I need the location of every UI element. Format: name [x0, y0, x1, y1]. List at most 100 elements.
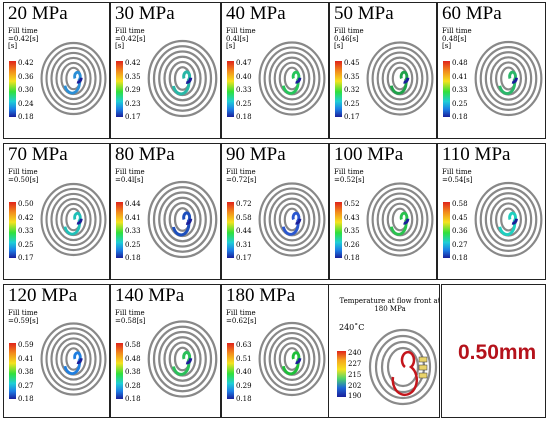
colorbar-tick: 0.50 [18, 200, 34, 208]
temperature-title: Temperature at flow front at 180 MPa [339, 297, 440, 313]
simulation-panel: 120 MPa Fill time =0.59[s] 0.59 0.41 0.38 0.2… [3, 284, 110, 418]
colorbar-tick: 0.25 [236, 99, 252, 108]
colorbar-tick: 0.18 [452, 254, 468, 262]
panel-title: 20 MPa [8, 3, 68, 24]
fill-time-label: Fill time =0.58[s] [115, 309, 146, 325]
colorbar-tick: 0.38 [125, 368, 141, 376]
colorbar-tick: 0.18 [18, 113, 34, 121]
colorbar-tick: 0.18 [236, 113, 252, 121]
simulation-panel: 110 MPa Fill time =0.54[s] 0.58 0.45 0.36 0.2… [437, 143, 546, 280]
colorbar-tick: 0.41 [125, 213, 141, 222]
temperature-tick: 227 [348, 360, 362, 368]
fill-time-label: Fill time =0.54[s] [442, 168, 473, 184]
colorbar [116, 202, 123, 258]
colorbar-tick: 0.18 [125, 395, 141, 403]
colorbar-tick: 0.36 [18, 72, 34, 81]
colorbar-tick: 0.18 [452, 113, 468, 121]
colorbar-tick: 0.42 [18, 59, 34, 67]
colorbar-tick: 0.25 [18, 240, 34, 249]
temperature-tick: 202 [348, 382, 362, 390]
colorbar [227, 202, 234, 258]
fill-time-label: Fill time =0.62[s] [226, 309, 257, 325]
temperature-tick: 190 [348, 392, 362, 400]
colorbar-tick: 0.28 [125, 381, 141, 390]
temperature-tick: 215 [348, 371, 362, 379]
panel-title: 140 MPa [115, 285, 185, 306]
colorbar-tick: 0.17 [18, 254, 34, 262]
simulation-panel: 180 MPa Fill time =0.62[s] 0.63 0.51 0.40 0.2… [221, 284, 329, 418]
colorbar-tick: 0.40 [236, 72, 252, 81]
colorbar [9, 343, 16, 399]
colorbar-tick: 0.33 [452, 86, 468, 94]
colorbar-tick: 0.58 [125, 341, 141, 349]
colorbar-tick: 0.35 [344, 227, 360, 235]
temperature-colorbar [337, 351, 346, 397]
panel-title: 70 MPa [8, 144, 68, 165]
scale-panel: 0.50mm [441, 284, 546, 418]
colorbar-tick: 0.47 [236, 59, 252, 67]
panel-title: 80 MPa [115, 144, 175, 165]
colorbar-tick: 0.27 [18, 381, 34, 390]
colorbar-tick: 0.27 [452, 240, 468, 249]
colorbar-tick: 0.40 [236, 368, 252, 376]
colorbar-tick: 0.33 [236, 86, 252, 94]
colorbar-tick: 0.36 [452, 227, 468, 235]
temperature-panel: Temperature at flow front at 180 MPa 240… [328, 284, 440, 418]
simulation-panel: 50 MPa Fill time 0.46[s] [s] 0.45 0.35 0.32 0… [329, 2, 437, 139]
colorbar-tick: 0.32 [344, 86, 360, 94]
colorbar [443, 61, 450, 117]
simulation-panel: 30 MPa Fill time =0.42[s] [s] 0.42 0.35 0.29… [110, 2, 221, 139]
temperature-tick: 240 [348, 349, 362, 357]
fill-time-label: Fill time =0.42[s] [s] [115, 27, 146, 50]
colorbar-tick: 0.17 [125, 113, 141, 121]
colorbar-tick: 0.44 [125, 200, 141, 208]
spiral-part [258, 41, 326, 116]
colorbar-tick: 0.18 [344, 254, 360, 262]
colorbar [335, 202, 342, 258]
colorbar-tick: 0.48 [452, 59, 468, 67]
spiral-part [258, 182, 326, 257]
panel-title: 100 MPa [334, 144, 404, 165]
colorbar-tick: 0.45 [452, 213, 468, 222]
fill-time-label: Fill time 0.46[s] [s] [334, 27, 364, 50]
colorbar [227, 61, 234, 117]
panel-title: 110 MPa [442, 144, 511, 165]
spiral-part [366, 41, 434, 116]
colorbar-tick: 0.35 [125, 72, 141, 81]
colorbar-tick: 0.42 [125, 59, 141, 67]
panel-title: 50 MPa [334, 3, 394, 24]
colorbar-tick: 0.59 [18, 341, 34, 349]
spiral-part [147, 180, 218, 259]
colorbar [116, 61, 123, 117]
colorbar-tick: 0.58 [452, 200, 468, 208]
colorbar-tick: 0.26 [344, 240, 360, 249]
colorbar-tick: 0.18 [125, 254, 141, 262]
colorbar-tick: 0.44 [236, 227, 252, 235]
colorbar-tick: 0.33 [18, 227, 34, 235]
colorbar-tick: 0.17 [344, 113, 360, 121]
fill-time-label: Fill time =0.59[s] [8, 309, 39, 325]
spiral-part [147, 39, 218, 118]
fill-time-label: Fill time =0.4l[s] [115, 168, 145, 184]
simulation-panel: 40 MPa Fill time 0.4l[s] [s] 0.47 0.40 0.33 0… [221, 2, 329, 139]
scale-label: 0.50mm [458, 341, 537, 364]
simulation-panel: 140 MPa Fill time =0.58[s] 0.58 0.48 0.38 0.2… [110, 284, 221, 418]
colorbar-tick: 0.72 [236, 200, 252, 208]
panel-title: 30 MPa [115, 3, 175, 24]
panel-title: 120 MPa [8, 285, 78, 306]
spiral-part [366, 182, 434, 257]
colorbar-tick: 0.29 [125, 86, 141, 94]
colorbar-tick: 0.51 [236, 354, 252, 363]
simulation-panel: 80 MPa Fill time =0.4l[s] 0.44 0.41 0.33 0.25… [110, 143, 221, 280]
simulation-panel: 70 MPa Fill time =0.50[s] 0.50 0.42 0.33 0.25… [3, 143, 110, 280]
fill-time-label: Fill time 0.48[s] [s] [442, 27, 472, 50]
colorbar-tick: 0.31 [236, 240, 252, 249]
colorbar-tick: 0.45 [344, 59, 360, 67]
temperature-unit: 240˚C [339, 323, 365, 332]
spiral-part [258, 321, 326, 397]
colorbar-tick: 0.52 [344, 200, 360, 208]
panel-title: 90 MPa [226, 144, 286, 165]
panel-title: 40 MPa [226, 3, 286, 24]
colorbar-tick: 0.25 [452, 99, 468, 108]
